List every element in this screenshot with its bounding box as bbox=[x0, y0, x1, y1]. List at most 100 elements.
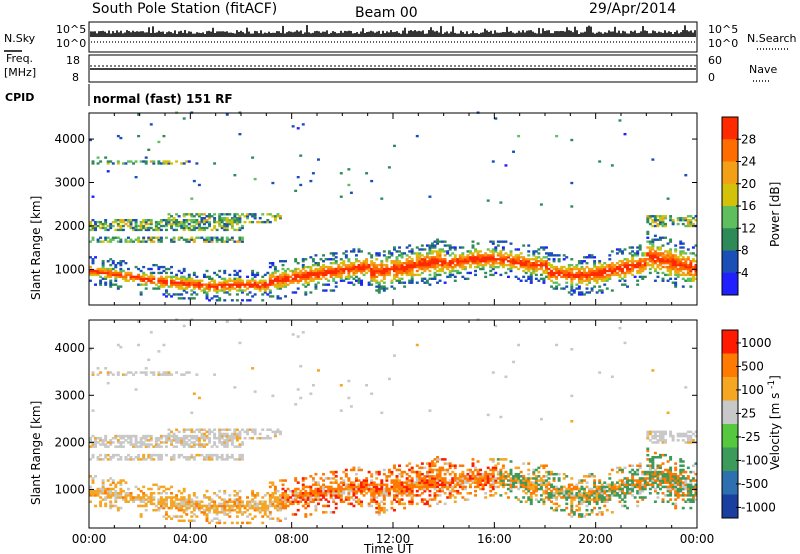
velocity-cell bbox=[301, 494, 305, 497]
power-cell bbox=[243, 285, 247, 288]
velocity-cell bbox=[119, 445, 123, 448]
power-cell bbox=[215, 240, 219, 243]
power-cell bbox=[415, 263, 419, 267]
power-cell bbox=[613, 267, 617, 271]
power-cell bbox=[94, 220, 97, 224]
power-cell bbox=[471, 256, 475, 259]
velocity-cell bbox=[218, 502, 222, 506]
velocity-cell bbox=[299, 498, 303, 501]
power-cell bbox=[474, 265, 477, 269]
power-cell bbox=[162, 281, 166, 284]
power-cell bbox=[332, 277, 336, 280]
power-cell bbox=[182, 215, 186, 218]
power-cell bbox=[593, 271, 597, 275]
velocity-cell bbox=[438, 487, 442, 491]
power-cell bbox=[618, 260, 622, 263]
power-cell bbox=[570, 289, 574, 292]
power-cell bbox=[448, 265, 452, 269]
power-cell bbox=[674, 260, 678, 263]
velocity-cell bbox=[279, 430, 282, 434]
velocity-cell bbox=[154, 443, 158, 446]
power-cell bbox=[428, 250, 432, 253]
power-cell bbox=[555, 265, 559, 269]
power-cell bbox=[165, 224, 168, 228]
velocity-cell bbox=[393, 354, 396, 357]
power-cell bbox=[385, 267, 389, 271]
velocity-cell bbox=[251, 504, 255, 508]
velocity-cell bbox=[142, 504, 146, 508]
velocity-cell bbox=[266, 428, 270, 431]
power-cell bbox=[213, 236, 217, 239]
power-cell bbox=[281, 281, 285, 284]
power-cell bbox=[499, 240, 503, 243]
velocity-cell bbox=[474, 485, 477, 489]
power-cell bbox=[509, 258, 513, 261]
power-cell bbox=[144, 228, 148, 232]
velocity-cell bbox=[276, 506, 280, 510]
power-cell bbox=[106, 275, 110, 279]
power-cell bbox=[362, 263, 366, 267]
power-cell bbox=[643, 263, 647, 267]
power-cell bbox=[679, 217, 683, 220]
power-cell bbox=[370, 275, 374, 279]
velocity-cell bbox=[476, 483, 480, 487]
power-cell bbox=[499, 256, 503, 259]
velocity-cell bbox=[390, 470, 394, 474]
velocity-cell bbox=[104, 487, 108, 491]
power-cell bbox=[438, 273, 442, 277]
velocity-cell bbox=[380, 489, 384, 493]
velocity-cell bbox=[157, 371, 161, 374]
velocity-cell bbox=[200, 504, 204, 508]
velocity-cell bbox=[304, 485, 308, 489]
power-cell bbox=[595, 281, 599, 284]
power-cell bbox=[570, 273, 574, 277]
velocity-cell bbox=[474, 481, 477, 484]
velocity-cell bbox=[180, 506, 184, 510]
power-cell bbox=[370, 279, 374, 282]
power-cell bbox=[172, 238, 176, 241]
velocity-cell bbox=[355, 496, 358, 499]
velocity-cell bbox=[233, 494, 237, 497]
power-cell bbox=[284, 271, 287, 275]
power-cell bbox=[661, 236, 665, 239]
velocity-cell bbox=[281, 483, 285, 487]
velocity-cell bbox=[132, 445, 135, 448]
power-cell bbox=[203, 275, 206, 279]
power-cell bbox=[144, 222, 148, 226]
power-cell bbox=[448, 261, 452, 265]
power-cell bbox=[453, 275, 457, 279]
velocity-cell bbox=[241, 511, 244, 514]
power-cell bbox=[349, 265, 353, 269]
power-cell bbox=[238, 283, 242, 286]
velocity-cell bbox=[165, 517, 168, 520]
power-cell bbox=[109, 285, 113, 288]
power-cell bbox=[603, 271, 607, 275]
power-cell bbox=[494, 248, 498, 251]
cpid-value: normal (fast) 151 RF bbox=[93, 92, 233, 106]
power-cell bbox=[377, 271, 381, 275]
power-cell bbox=[329, 261, 333, 265]
power-cell bbox=[555, 285, 559, 288]
power-cell bbox=[600, 267, 604, 271]
power-cell bbox=[461, 267, 465, 271]
velocity-cell bbox=[109, 456, 113, 459]
velocity-cell bbox=[352, 468, 356, 472]
power-cell bbox=[246, 275, 249, 279]
power-cell bbox=[258, 279, 262, 282]
velocity-cell bbox=[180, 436, 184, 440]
power-cell bbox=[187, 218, 191, 222]
velocity-cell bbox=[405, 485, 409, 489]
power-cell bbox=[299, 279, 303, 282]
velocity-cell bbox=[159, 485, 163, 489]
power-cell bbox=[380, 285, 384, 288]
velocity-cell bbox=[463, 477, 467, 480]
power-cell bbox=[398, 269, 401, 273]
velocity-cell bbox=[147, 358, 151, 362]
power-cell bbox=[322, 289, 325, 292]
power-colorbar-tick-label: 4 bbox=[741, 266, 749, 280]
power-cell bbox=[534, 258, 538, 261]
velocity-cell bbox=[314, 472, 318, 476]
velocity-cell bbox=[238, 502, 242, 506]
power-cell bbox=[210, 297, 214, 300]
power-colorbar-tick-label: 28 bbox=[741, 132, 756, 146]
